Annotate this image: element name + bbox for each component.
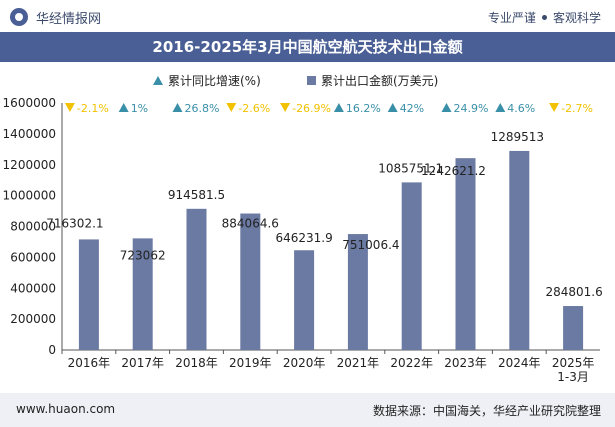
tagline-left: 专业严谨: [487, 11, 536, 25]
data-label: 884064.6: [222, 217, 279, 231]
tagline-right: 客观科学: [552, 11, 601, 25]
x-tick-label: 2018年: [175, 356, 218, 370]
growth-label: 26.8%: [185, 102, 220, 115]
bar: [347, 234, 368, 350]
growth-label: -2.1%: [77, 102, 109, 115]
data-label: 723062: [120, 248, 166, 262]
y-tick-label: 0: [48, 343, 56, 357]
y-tick-label: 1600000: [3, 96, 56, 110]
bar: [294, 250, 315, 350]
tagline: 专业严谨 客观科学: [488, 9, 601, 26]
growth-up-icon: [441, 103, 452, 112]
top-bar: 华经情报网 专业严谨 客观科学: [0, 0, 615, 32]
growth-label: -2.6%: [238, 102, 270, 115]
footer-source: 数据来源：中国海关，华经产业研究院整理: [372, 404, 601, 418]
x-tick-label: 2016年: [68, 356, 111, 370]
data-label: 284801.6: [545, 285, 602, 299]
growth-label: 24.9%: [454, 102, 489, 115]
growth-up-icon: [387, 103, 398, 112]
y-tick-label: 1400000: [3, 127, 56, 141]
bar: [240, 213, 261, 350]
bar: [78, 239, 99, 350]
bar: [455, 158, 476, 350]
data-label: 1085751.1: [378, 161, 443, 175]
legend-amount-label: 累计出口金额(万美元): [321, 73, 438, 88]
bar: [401, 182, 422, 350]
bar: [186, 208, 207, 350]
growth-down-icon: [64, 103, 75, 112]
x-tick-label: 2020年: [283, 356, 326, 370]
growth-label: 42%: [400, 102, 424, 115]
growth-up-icon: [118, 103, 129, 112]
x-tick-label: 2024年: [498, 356, 541, 370]
growth-down-icon: [549, 103, 560, 112]
growth-label: 1%: [131, 102, 148, 115]
y-tick-label: 1000000: [3, 189, 56, 203]
bar: [509, 150, 530, 350]
y-tick-label: 400000: [10, 281, 56, 295]
legend: 累计同比增速(%) 累计出口金额(万美元): [153, 73, 438, 88]
legend-amount-icon: [307, 76, 316, 85]
growth-down-icon: [226, 103, 237, 112]
x-tick-label: 2022年: [390, 356, 433, 370]
growth-up-icon: [172, 103, 183, 112]
growth-label: -2.7%: [561, 102, 593, 115]
bullet-icon: [541, 15, 547, 20]
chart-svg: 累计同比增速(%) 累计出口金额(万美元) -2.1% 1% 26.8% -2.6% -…: [3, 73, 603, 384]
bar: [563, 306, 584, 350]
growth-up-icon: [333, 103, 344, 112]
data-label: 716302.1: [46, 216, 103, 230]
logo-icon: [10, 8, 28, 26]
growth-label: 4.6%: [507, 102, 535, 115]
x-tick-label: 2025年: [552, 356, 595, 370]
y-tick-label: 200000: [10, 312, 56, 326]
data-label: 1242621.2: [421, 164, 486, 178]
data-label: 1289513: [491, 130, 544, 144]
chart-title: 2016-2025年3月中国航空航天技术出口金额: [0, 32, 615, 62]
bar: [132, 238, 153, 350]
data-label: 914581.5: [168, 188, 225, 202]
brand-logo: 华经情报网: [10, 7, 101, 27]
growth-label: -26.9%: [292, 102, 331, 115]
footer-website: www.huaon.com: [16, 402, 116, 416]
y-tick-label: 600000: [10, 250, 56, 264]
growth-down-icon: [280, 103, 291, 112]
x-tick-label: 2023年: [444, 356, 487, 370]
legend-growth-icon: [153, 76, 163, 85]
growth-up-icon: [495, 103, 506, 112]
growth-label: 16.2%: [346, 102, 381, 115]
legend-growth-label: 累计同比增速(%): [168, 74, 261, 88]
x-tick-label: 2021年: [337, 356, 380, 370]
x-tick-label: 1-3月: [557, 370, 589, 384]
x-tick-label: 2019年: [229, 356, 272, 370]
data-label: 751006.4: [342, 238, 399, 252]
x-tick-label: 2017年: [121, 356, 164, 370]
y-tick-label: 1200000: [3, 158, 56, 172]
footer: www.huaon.com 数据来源：中国海关，华经产业研究院整理: [0, 393, 615, 427]
data-label: 646231.9: [275, 231, 332, 245]
y-tick-label: 800000: [10, 220, 56, 234]
logo-text: 华经情报网: [36, 11, 102, 27]
